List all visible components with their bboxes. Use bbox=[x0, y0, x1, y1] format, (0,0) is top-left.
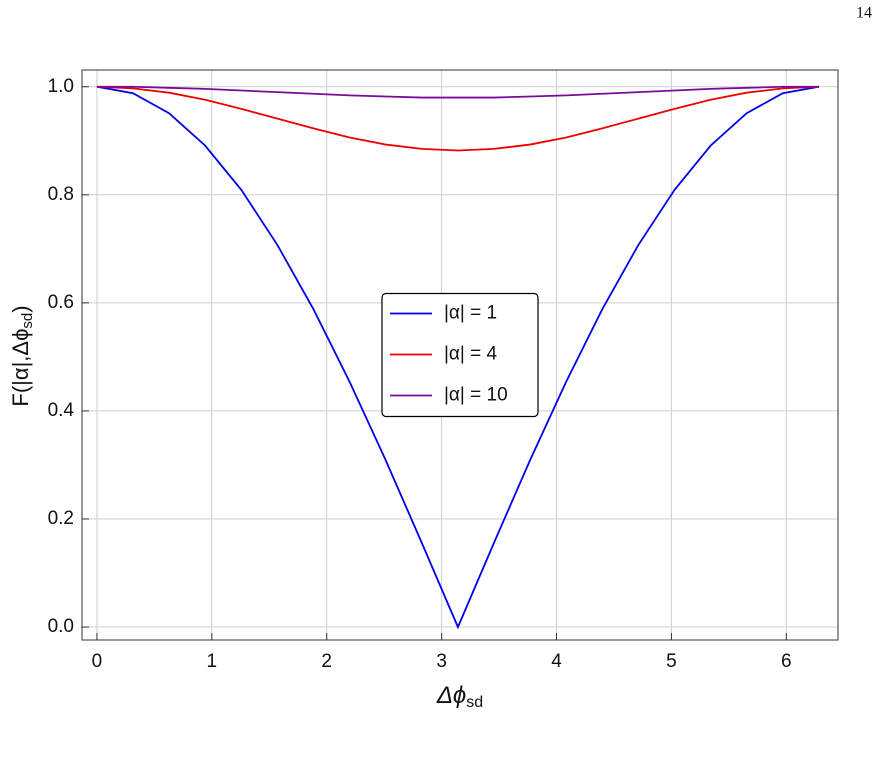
x-tick-label: 4 bbox=[551, 651, 562, 672]
x-tick-label: 0 bbox=[92, 651, 103, 672]
y-label-close: ) bbox=[8, 305, 33, 312]
y-tick-label: 0.6 bbox=[48, 292, 74, 313]
y-axis-label: F(|α|,Δϕsd) bbox=[8, 305, 36, 406]
y-label-text: F(|α|,Δϕ bbox=[8, 329, 33, 407]
data-line bbox=[96, 85, 819, 630]
x-label-sub: sd bbox=[466, 694, 483, 711]
legend-label: |α| = 1 bbox=[444, 303, 497, 324]
data-line bbox=[96, 85, 819, 152]
x-axis-label: Δϕsd bbox=[436, 682, 483, 711]
plot-frame bbox=[81, 69, 839, 641]
legend-box bbox=[381, 292, 539, 418]
data-line bbox=[96, 85, 819, 99]
x-tick-label: 2 bbox=[321, 651, 332, 672]
x-tick-label: 1 bbox=[207, 651, 218, 672]
x-label-text: Δϕ bbox=[436, 682, 466, 709]
y-label-sub: sd bbox=[19, 313, 36, 329]
y-tick-label: 0.8 bbox=[48, 184, 74, 205]
x-tick-label: 3 bbox=[436, 651, 447, 672]
legend-label: |α| = 10 bbox=[444, 385, 508, 406]
y-tick-label: 0.2 bbox=[48, 508, 74, 529]
y-tick-label: 0.4 bbox=[48, 400, 75, 421]
legend-label: |α| = 4 bbox=[444, 344, 498, 365]
x-tick-label: 6 bbox=[781, 651, 792, 672]
x-tick-label: 5 bbox=[666, 651, 677, 672]
y-tick-label: 1.0 bbox=[48, 76, 74, 97]
y-tick-label: 0.0 bbox=[48, 616, 74, 637]
page-number: 14 bbox=[856, 5, 872, 22]
